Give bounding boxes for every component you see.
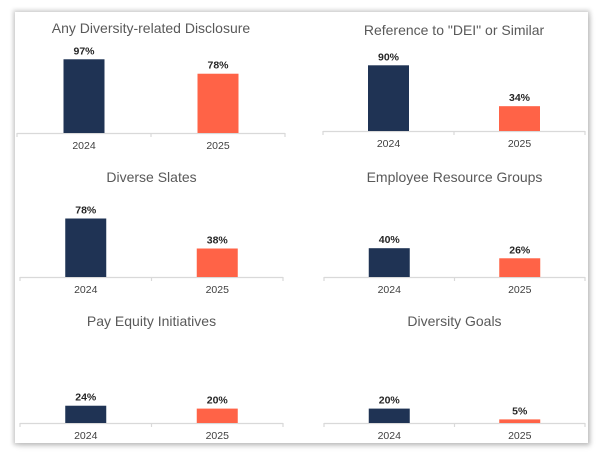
chart-title: Pay Equity Initiatives (87, 313, 216, 329)
chart-title: Employee Resource Groups (367, 169, 543, 185)
x-tick-label: 2025 (508, 284, 532, 296)
data-label: 34% (509, 92, 531, 104)
bar-chart-1: Any Diversity-related Disclosure 97% 2024 7… (16, 20, 286, 152)
data-label: 20% (207, 395, 229, 407)
x-tick-label: 2025 (206, 430, 230, 442)
data-label: 90% (378, 51, 400, 63)
data-label: 78% (207, 60, 229, 72)
x-tick-label: 2024 (378, 430, 402, 442)
bar-2024 (65, 218, 107, 277)
chart-title: Reference to "DEI" or Similar (364, 22, 545, 38)
bar-2025 (499, 106, 540, 131)
chart-title: Any Diversity-related Disclosure (52, 20, 251, 36)
bar-chart-6: Diversity Goals 20% 2024 5% 2025 (323, 313, 586, 442)
bar-2024 (63, 59, 105, 133)
data-label: 26% (509, 244, 531, 256)
x-tick-label: 2024 (72, 140, 96, 152)
x-tick-label: 2024 (377, 138, 401, 150)
x-tick-label: 2024 (74, 284, 98, 296)
chart-title: Diversity Goals (407, 313, 501, 329)
x-tick-label: 2024 (74, 430, 98, 442)
bar-2025 (196, 408, 238, 423)
data-label: 5% (512, 405, 528, 417)
bar-2025 (197, 73, 239, 133)
x-tick-label: 2025 (508, 430, 532, 442)
chart-panel-card (15, 12, 588, 443)
bar-2024 (368, 65, 409, 131)
bar-2025 (196, 248, 238, 277)
x-tick-label: 2025 (508, 138, 532, 150)
bar-2024 (65, 405, 107, 423)
chart-title: Diverse Slates (106, 169, 196, 185)
bar-chart-2: Reference to "DEI" or Similar 90% 2024 34% 2… (322, 22, 586, 150)
bar-chart-5: Pay Equity Initiatives 24% 2024 20% 2025 (19, 313, 284, 442)
x-tick-label: 2024 (378, 284, 402, 296)
bar-chart-3: Diverse Slates 78% 2024 38% 2025 (19, 169, 284, 296)
bar-2024 (368, 248, 410, 277)
data-label: 40% (379, 234, 401, 246)
data-label: 97% (73, 45, 95, 57)
x-tick-label: 2025 (206, 284, 230, 296)
bar-chart-4: Employee Resource Groups 40% 2024 26% 2025 (323, 169, 586, 296)
data-label: 20% (379, 395, 401, 407)
bar-2025 (499, 419, 541, 423)
bar-2024 (368, 408, 410, 423)
data-label: 38% (207, 235, 229, 247)
bar-2025 (499, 258, 541, 277)
data-label: 24% (75, 392, 97, 404)
x-tick-label: 2025 (206, 140, 230, 152)
data-label: 78% (75, 205, 97, 217)
